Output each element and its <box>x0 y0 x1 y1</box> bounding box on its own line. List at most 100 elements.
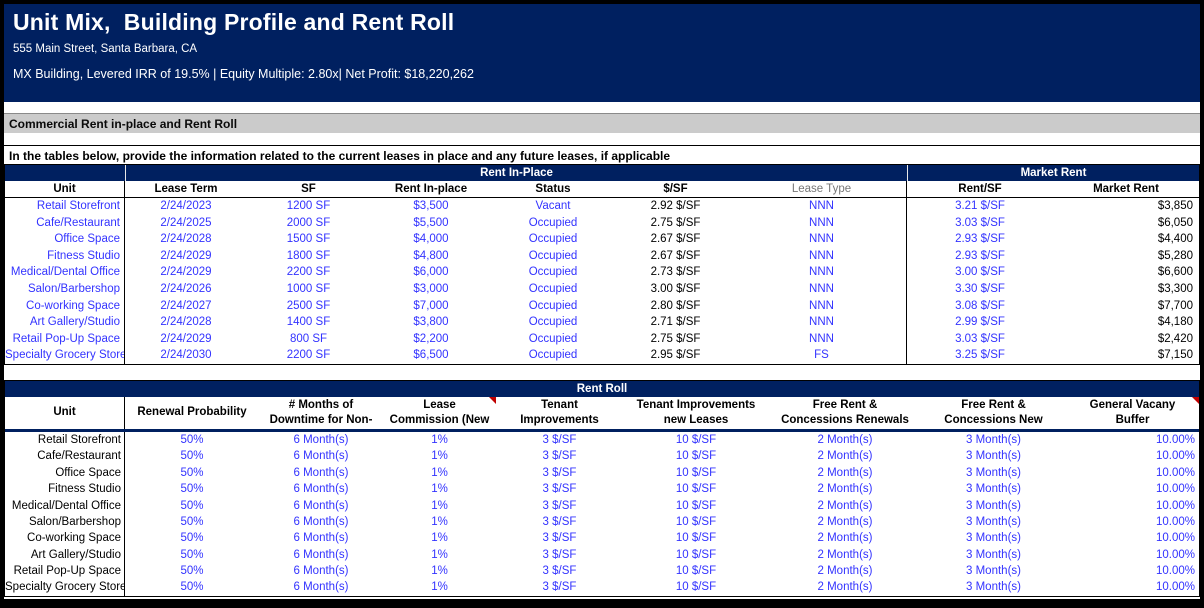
value-cell[interactable]: 1500 SF <box>286 233 331 246</box>
value-cell[interactable]: 6 Month(s) <box>293 466 349 479</box>
value-cell[interactable]: 10.00% <box>1155 532 1195 545</box>
value-cell[interactable]: 2 Month(s) <box>817 548 873 561</box>
value-cell[interactable]: 2200 SF <box>286 266 331 279</box>
unit-cell[interactable]: Salon/Barbershop <box>5 513 125 531</box>
value-cell[interactable]: $4,400 <box>1157 233 1193 246</box>
value-cell[interactable]: 2/24/2023 <box>160 200 212 212</box>
value-cell[interactable]: 1000 SF <box>286 282 331 295</box>
value-cell[interactable]: Occupied <box>528 216 578 229</box>
value-cell[interactable]: NNN <box>737 330 907 348</box>
value-cell[interactable]: 6 Month(s) <box>293 548 349 561</box>
value-cell[interactable]: $3,500 <box>413 200 449 212</box>
value-cell[interactable]: 50% <box>180 466 204 479</box>
value-cell[interactable]: 3 Month(s) <box>966 450 1021 463</box>
value-cell[interactable]: Occupied <box>528 299 578 312</box>
value-cell[interactable]: 2500 SF <box>286 299 331 312</box>
unit-cell[interactable]: Office Space <box>5 231 125 248</box>
value-cell[interactable]: 10.00% <box>1155 548 1195 561</box>
value-cell[interactable]: 2/24/2027 <box>160 299 212 312</box>
unit-cell[interactable]: Specialty Grocery Store <box>5 579 125 596</box>
value-cell[interactable]: 2/24/2025 <box>160 216 212 229</box>
value-cell[interactable]: 3.00 $/SF <box>650 282 701 295</box>
value-cell[interactable]: $4,180 <box>1157 316 1193 329</box>
value-cell[interactable]: 10.00% <box>1155 565 1195 578</box>
value-cell[interactable]: 1400 SF <box>286 316 331 329</box>
value-cell[interactable]: 10 $/SF <box>675 581 717 594</box>
value-cell[interactable]: 2.75 $/SF <box>650 216 701 229</box>
value-cell[interactable]: 3 Month(s) <box>966 515 1021 528</box>
value-cell[interactable]: 2/24/2028 <box>160 233 212 246</box>
value-cell[interactable]: Occupied <box>528 332 578 345</box>
value-cell[interactable]: $6,050 <box>1157 216 1193 229</box>
value-cell[interactable]: 10.00% <box>1155 581 1195 594</box>
value-cell[interactable]: 2.71 $/SF <box>650 316 701 329</box>
value-cell[interactable]: 2 Month(s) <box>817 532 873 545</box>
unit-cell[interactable]: Retail Storefront <box>5 198 125 215</box>
unit-cell[interactable]: Specialty Grocery Store <box>5 347 125 364</box>
value-cell[interactable]: 50% <box>180 532 204 545</box>
value-cell[interactable]: $6,000 <box>413 266 449 279</box>
value-cell[interactable]: 50% <box>180 565 204 578</box>
value-cell[interactable]: 50% <box>180 433 204 446</box>
value-cell[interactable]: $4,800 <box>413 249 449 262</box>
value-cell[interactable]: 10 $/SF <box>675 433 717 446</box>
value-cell[interactable]: 3 Month(s) <box>966 548 1021 561</box>
value-cell[interactable]: 2.93 $/SF <box>955 233 1005 246</box>
value-cell[interactable]: 6 Month(s) <box>293 581 349 594</box>
value-cell[interactable]: 1% <box>431 433 448 446</box>
value-cell[interactable]: 3 Month(s) <box>966 433 1021 446</box>
value-cell[interactable]: Occupied <box>528 249 578 262</box>
value-cell[interactable]: 3.00 $/SF <box>955 266 1005 279</box>
value-cell[interactable]: 1% <box>431 450 448 463</box>
value-cell[interactable]: 3 $/SF <box>542 565 577 578</box>
unit-cell[interactable]: Salon/Barbershop <box>5 280 125 298</box>
value-cell[interactable]: NNN <box>737 231 907 248</box>
value-cell[interactable]: 1% <box>431 483 448 496</box>
value-cell[interactable]: 10.00% <box>1155 499 1195 512</box>
value-cell[interactable]: 2.75 $/SF <box>650 332 701 345</box>
value-cell[interactable]: 1% <box>431 581 448 594</box>
value-cell[interactable]: $3,850 <box>1157 200 1193 212</box>
value-cell[interactable]: NNN <box>737 280 907 298</box>
value-cell[interactable]: 50% <box>180 450 204 463</box>
value-cell[interactable]: 2.93 $/SF <box>955 249 1005 262</box>
unit-cell[interactable]: Fitness Studio <box>5 247 125 265</box>
value-cell[interactable]: 3.03 $/SF <box>955 216 1005 229</box>
value-cell[interactable]: 50% <box>180 499 204 512</box>
value-cell[interactable]: 6 Month(s) <box>293 483 349 496</box>
unit-cell[interactable]: Co-working Space <box>5 530 125 547</box>
value-cell[interactable]: 3 Month(s) <box>966 483 1021 496</box>
value-cell[interactable]: 50% <box>180 581 204 594</box>
value-cell[interactable]: $7,150 <box>1157 349 1193 362</box>
value-cell[interactable]: $6,500 <box>413 349 449 362</box>
value-cell[interactable]: 2 Month(s) <box>817 581 873 594</box>
value-cell[interactable]: 1% <box>431 499 448 512</box>
value-cell[interactable]: 2/24/2029 <box>160 266 212 279</box>
value-cell[interactable]: 2.80 $/SF <box>650 299 701 312</box>
value-cell[interactable]: $4,000 <box>413 233 449 246</box>
value-cell[interactable]: 2 Month(s) <box>817 515 873 528</box>
value-cell[interactable]: 1% <box>431 515 448 528</box>
value-cell[interactable]: 10 $/SF <box>675 515 717 528</box>
unit-cell[interactable]: Fitness Studio <box>5 481 125 498</box>
unit-cell[interactable]: Co-working Space <box>5 297 125 315</box>
value-cell[interactable]: 50% <box>180 548 204 561</box>
value-cell[interactable]: $5,500 <box>413 216 449 229</box>
value-cell[interactable]: FS <box>737 347 907 364</box>
value-cell[interactable]: Occupied <box>528 233 578 246</box>
value-cell[interactable]: $6,600 <box>1157 266 1193 279</box>
unit-cell[interactable]: Art Gallery/Studio <box>5 546 125 564</box>
value-cell[interactable]: 2/24/2029 <box>160 332 212 345</box>
value-cell[interactable]: $7,700 <box>1157 299 1193 312</box>
value-cell[interactable]: 1% <box>431 565 448 578</box>
unit-cell[interactable]: Medical/Dental Office <box>5 264 125 281</box>
value-cell[interactable]: 3 Month(s) <box>966 532 1021 545</box>
value-cell[interactable]: 50% <box>180 515 204 528</box>
unit-cell[interactable]: Cafe/Restaurant <box>5 448 125 465</box>
value-cell[interactable]: Occupied <box>528 349 578 362</box>
value-cell[interactable]: $5,280 <box>1157 249 1193 262</box>
value-cell[interactable]: NNN <box>737 214 907 232</box>
value-cell[interactable]: 2.73 $/SF <box>650 266 701 279</box>
value-cell[interactable]: $2,420 <box>1157 332 1193 345</box>
value-cell[interactable]: 2 Month(s) <box>817 466 873 479</box>
